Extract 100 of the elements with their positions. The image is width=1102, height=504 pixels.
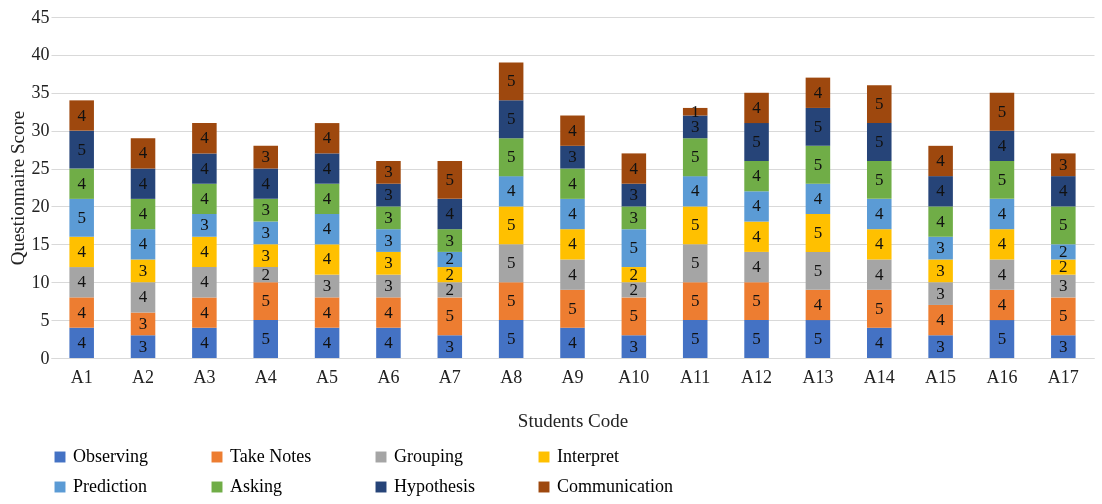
data-label: 5 [690, 215, 700, 235]
bar [866, 85, 892, 124]
bar [621, 206, 647, 230]
data-label: 4 [936, 310, 946, 330]
x-tick-label: A10 [618, 366, 650, 387]
y-tick-label: 20 [31, 195, 50, 216]
bar [130, 229, 156, 260]
data-label: 4 [322, 302, 332, 322]
data-label: 5 [506, 71, 516, 91]
legend-label: Communication [557, 476, 673, 496]
x-tick-label: A6 [377, 366, 400, 387]
x-tick-label: A3 [193, 366, 216, 387]
data-label: 5 [752, 329, 761, 349]
bar [253, 244, 279, 268]
data-label: 3 [936, 283, 945, 303]
data-label: 5 [813, 222, 823, 242]
data-label: 4 [261, 173, 271, 193]
data-label: 4 [138, 287, 148, 307]
data-label: 4 [629, 158, 639, 178]
y-tick-label: 40 [31, 44, 50, 65]
data-label: 3 [138, 260, 148, 280]
bar [437, 335, 463, 358]
bar [69, 198, 94, 237]
x-tick-label: A1 [70, 366, 93, 387]
x-tick-label: A14 [863, 366, 895, 387]
data-label: 5 [1059, 306, 1068, 326]
bar [376, 206, 401, 230]
data-label: 3 [384, 185, 393, 205]
bar [928, 176, 953, 207]
data-label: 4 [568, 264, 578, 284]
y-tick-label: 5 [40, 309, 50, 330]
data-label: 5 [506, 253, 516, 273]
data-label: 5 [813, 116, 823, 136]
data-label: 4 [568, 173, 578, 193]
bar [437, 297, 463, 336]
data-label: 4 [997, 294, 1007, 314]
data-label: 4 [322, 158, 332, 178]
bar [866, 289, 892, 328]
data-label: 4 [77, 105, 87, 125]
bar [621, 229, 647, 268]
bar [989, 198, 1015, 230]
data-label: 5 [568, 298, 577, 318]
data-label: 5 [629, 238, 639, 258]
bar [744, 123, 769, 161]
data-label: 5 [506, 109, 516, 129]
bar [928, 304, 953, 336]
data-label: 4 [138, 234, 148, 254]
data-label: 3 [1059, 154, 1068, 174]
bar [69, 327, 94, 358]
bar [314, 297, 340, 328]
bar [744, 251, 769, 283]
data-label: 2 [261, 264, 270, 284]
bar [1051, 153, 1076, 177]
data-label: 4 [322, 332, 332, 352]
data-label: 3 [261, 222, 270, 242]
bar [130, 168, 156, 199]
bar [192, 123, 217, 154]
bar [805, 214, 831, 252]
data-label: 4 [200, 128, 210, 148]
bar [560, 198, 585, 230]
bar [560, 145, 585, 169]
y-tick-label: 30 [31, 120, 50, 141]
data-label: 4 [322, 219, 332, 239]
data-label: 4 [138, 204, 148, 224]
data-label: 3 [138, 336, 148, 356]
data-label: 3 [261, 147, 270, 167]
bar [376, 160, 401, 184]
data-label: 4 [445, 204, 455, 224]
bar [1051, 297, 1076, 336]
bar [866, 229, 892, 260]
bar [376, 327, 401, 358]
data-label: 5 [261, 291, 270, 311]
data-label: 4 [752, 166, 762, 186]
data-label: 5 [752, 291, 761, 311]
data-label: 4 [997, 204, 1007, 224]
legend-label: Grouping [394, 446, 463, 466]
x-tick-label: A9 [561, 366, 584, 387]
data-label: 3 [936, 336, 945, 356]
bar [1051, 274, 1076, 298]
bar [376, 297, 401, 328]
data-label: 4 [568, 234, 578, 254]
data-label: 3 [384, 253, 393, 273]
data-label: 4 [690, 181, 700, 201]
bar [621, 297, 647, 336]
data-label: 4 [200, 332, 210, 352]
data-label: 5 [813, 154, 823, 174]
data-label: 4 [752, 97, 762, 117]
bar [69, 100, 94, 131]
x-tick-label: A7 [438, 366, 461, 387]
bar [376, 251, 401, 275]
bar [253, 168, 279, 199]
x-tick-label: A15 [925, 366, 957, 387]
data-label: 5 [261, 329, 270, 349]
bar [253, 145, 279, 169]
data-label: 5 [875, 132, 884, 152]
data-label: 4 [568, 332, 578, 352]
bar [498, 176, 524, 207]
data-label: 5 [629, 306, 639, 326]
bar [69, 236, 94, 268]
data-label: 4 [384, 332, 394, 352]
